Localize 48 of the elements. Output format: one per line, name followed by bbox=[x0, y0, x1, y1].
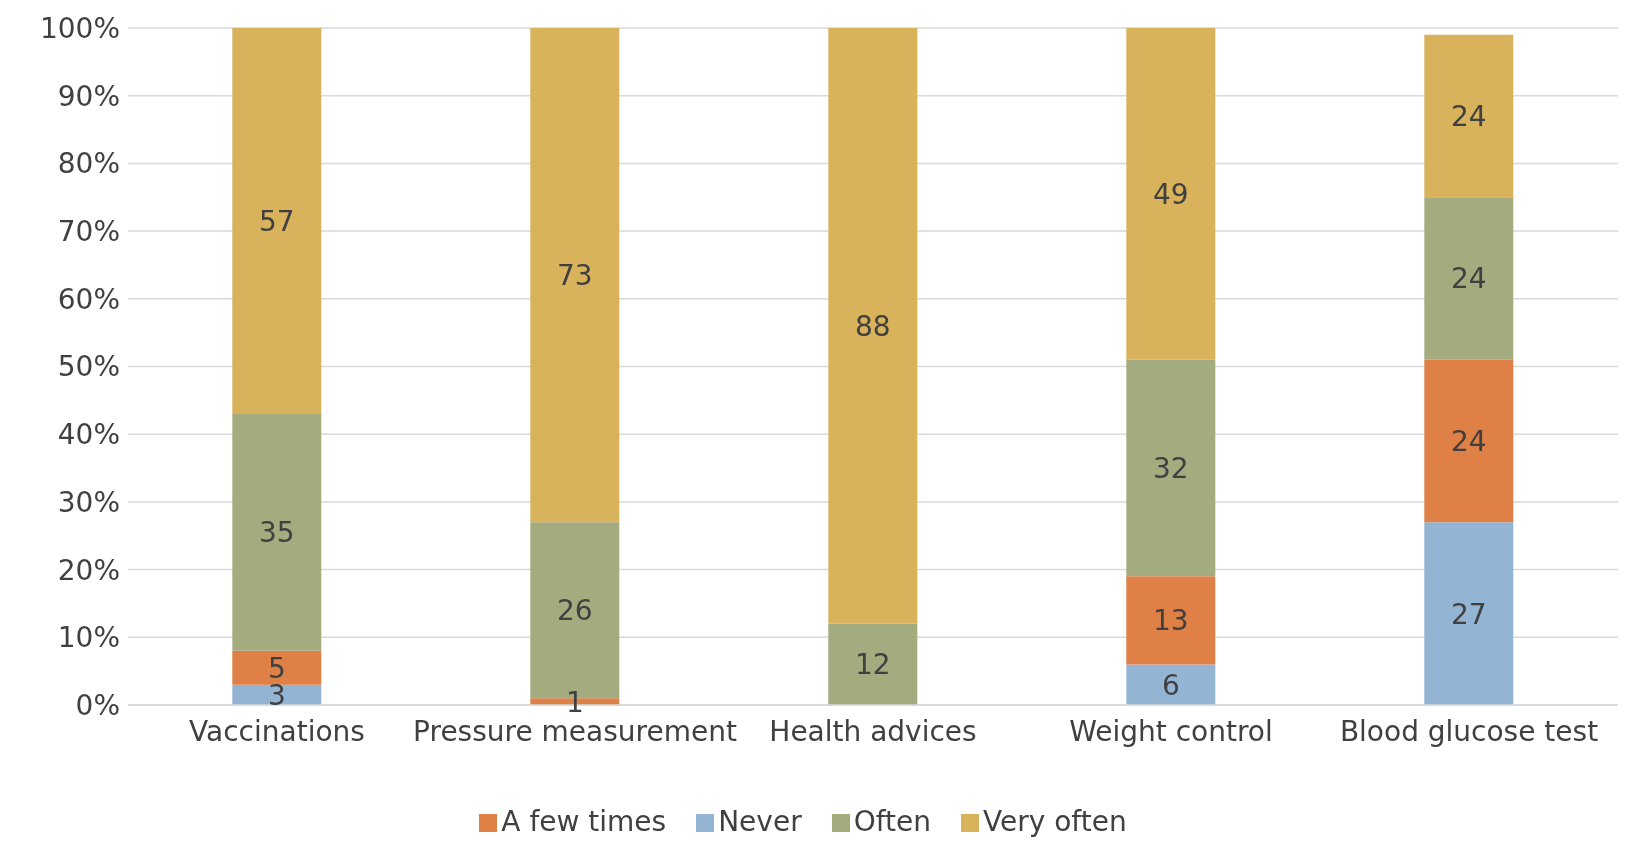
data-label: 49 bbox=[1152, 177, 1189, 211]
data-label: 27 bbox=[1450, 597, 1487, 631]
bar bbox=[1126, 28, 1216, 360]
y-tick-label: 0% bbox=[75, 688, 120, 722]
data-label: 24 bbox=[1450, 262, 1487, 296]
y-tick-label: 100% bbox=[39, 11, 120, 45]
legend-label: Often bbox=[853, 805, 931, 838]
y-tick-label: 60% bbox=[57, 282, 120, 316]
bar bbox=[1424, 197, 1514, 360]
bar bbox=[232, 28, 322, 414]
bar bbox=[828, 28, 918, 624]
data-label: 88 bbox=[854, 309, 891, 343]
bar bbox=[530, 28, 620, 523]
bar bbox=[1126, 664, 1216, 705]
data-label: 32 bbox=[1152, 451, 1189, 485]
y-tick-label: 90% bbox=[57, 79, 120, 113]
y-tick-label: 80% bbox=[57, 147, 120, 181]
bar bbox=[828, 623, 918, 705]
data-label: 6 bbox=[1161, 668, 1180, 702]
x-tick-label: Vaccinations bbox=[189, 714, 365, 748]
data-label: 26 bbox=[556, 594, 593, 628]
y-tick-label: 20% bbox=[57, 553, 120, 587]
bar bbox=[1126, 359, 1216, 577]
data-label: 73 bbox=[556, 259, 593, 293]
data-label: 35 bbox=[258, 516, 295, 550]
legend-label: Never bbox=[718, 805, 802, 838]
x-tick-label: Pressure measurement bbox=[413, 714, 737, 748]
y-tick-label: 30% bbox=[57, 485, 120, 519]
bar bbox=[1424, 34, 1514, 198]
bar bbox=[1424, 522, 1514, 705]
data-label: 12 bbox=[854, 648, 891, 682]
legend-label: Very often bbox=[983, 805, 1127, 838]
x-tick-label: Health advices bbox=[769, 714, 977, 748]
bar bbox=[232, 413, 322, 651]
data-label: 57 bbox=[258, 204, 295, 238]
data-label: 24 bbox=[1450, 99, 1487, 133]
bar bbox=[232, 650, 322, 685]
data-label: 13 bbox=[1152, 604, 1189, 638]
data-label: 24 bbox=[1450, 424, 1487, 458]
y-tick-label: 40% bbox=[57, 418, 120, 452]
y-tick-label: 10% bbox=[57, 621, 120, 655]
y-tick-label: 70% bbox=[57, 215, 120, 249]
y-tick-label: 50% bbox=[57, 350, 120, 384]
bar bbox=[1424, 359, 1514, 523]
x-tick-label: Blood glucose test bbox=[1339, 714, 1599, 748]
legend-label: A few times bbox=[501, 805, 667, 838]
x-tick-label: Weight control bbox=[1069, 714, 1273, 748]
bar bbox=[1126, 576, 1216, 665]
